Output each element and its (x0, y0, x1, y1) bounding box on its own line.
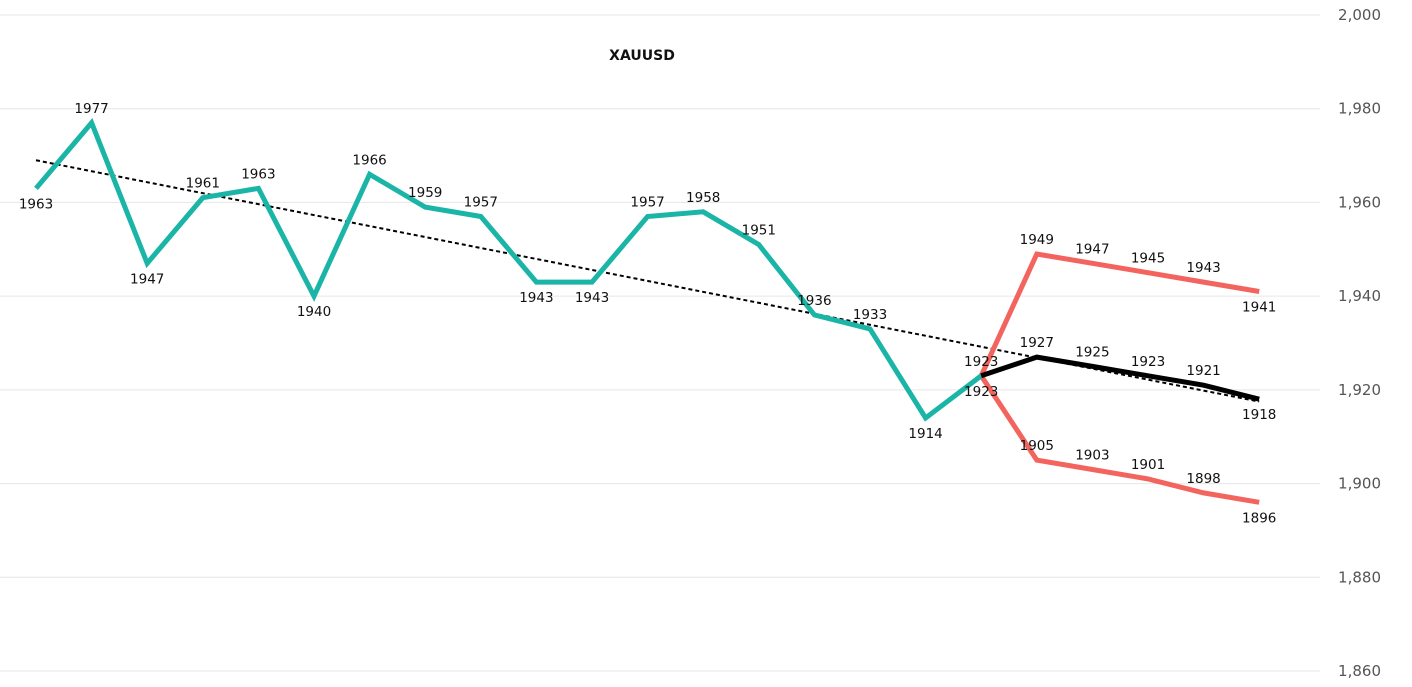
chart-title: XAUUSD (609, 48, 675, 64)
y-tick-label-1880: 1,880 (1338, 568, 1381, 586)
data-label-s1-p5: 1918 (1242, 407, 1276, 423)
data-label-s0-p12: 1958 (686, 190, 720, 206)
forecast-line (980, 354, 1260, 402)
data-label-s2-p4: 1943 (1186, 260, 1220, 276)
data-label-s3-p5: 1896 (1242, 510, 1276, 526)
y-tick-label-2000: 2,000 (1338, 6, 1381, 24)
data-label-s0-p3: 1961 (186, 176, 220, 192)
y-tick-label-1900: 1,900 (1338, 475, 1381, 493)
data-label-s1-p2: 1925 (1075, 344, 1109, 360)
y-axis-tick-labels: 1,860 1,880 1,900 1,920 1,940 1,960 1,980 2,000 (1338, 6, 1381, 680)
y-tick-label-1980: 1,980 (1338, 100, 1381, 118)
data-label-s0-p1: 1977 (74, 101, 108, 117)
data-label-s0-p4: 1963 (241, 166, 275, 182)
data-label-s2-p2: 1947 (1075, 241, 1109, 257)
grid-lines (0, 14, 1320, 672)
data-label-s0-p8: 1957 (464, 194, 498, 210)
y-tick-label-1940: 1,940 (1338, 287, 1381, 305)
data-label-s0-p15: 1933 (853, 307, 887, 323)
y-tick-label-1860: 1,860 (1338, 662, 1381, 680)
data-label-s3-p1: 1905 (1020, 438, 1054, 454)
history-line (34, 118, 983, 422)
data-label-s1-p0: 1923 (964, 354, 998, 370)
data-label-s0-p2: 1947 (130, 271, 164, 287)
series-lines (34, 118, 1260, 505)
data-label-s0-p7: 1959 (408, 185, 442, 201)
data-label-s1-p3: 1923 (1131, 354, 1165, 370)
data-label-s3-p2: 1903 (1075, 448, 1109, 464)
data-label-s0-p6: 1966 (352, 152, 386, 168)
data-label-s0-p17: 1923 (964, 384, 998, 400)
data-label-s0-p13: 1951 (742, 223, 776, 239)
data-label-s0-p9: 1943 (519, 290, 553, 306)
data-label-s0-p16: 1914 (908, 426, 942, 442)
data-label-s0-p11: 1957 (630, 194, 664, 210)
data-label-s2-p5: 1941 (1242, 299, 1276, 315)
data-label-s1-p1: 1927 (1020, 335, 1054, 351)
lower-bound-line (979, 374, 1260, 505)
y-tick-label-1960: 1,960 (1338, 193, 1381, 211)
data-label-s2-p3: 1945 (1131, 251, 1165, 267)
upper-bound-line (978, 251, 1260, 377)
data-label-s0-p14: 1936 (797, 293, 831, 309)
data-label-s0-p0: 1963 (19, 196, 53, 212)
data-label-s0-p10: 1943 (575, 290, 609, 306)
y-tick-label-1920: 1,920 (1338, 381, 1381, 399)
data-label-s2-p1: 1949 (1020, 232, 1054, 248)
data-label-s1-p4: 1921 (1186, 363, 1220, 379)
data-label-s3-p4: 1898 (1186, 471, 1220, 487)
data-label-s3-p3: 1901 (1131, 457, 1165, 473)
data-labels: 1963 1977 1947 1961 1963 1940 1966 1959 1957 1943… (19, 101, 1277, 527)
data-label-s0-p5: 1940 (297, 304, 331, 320)
